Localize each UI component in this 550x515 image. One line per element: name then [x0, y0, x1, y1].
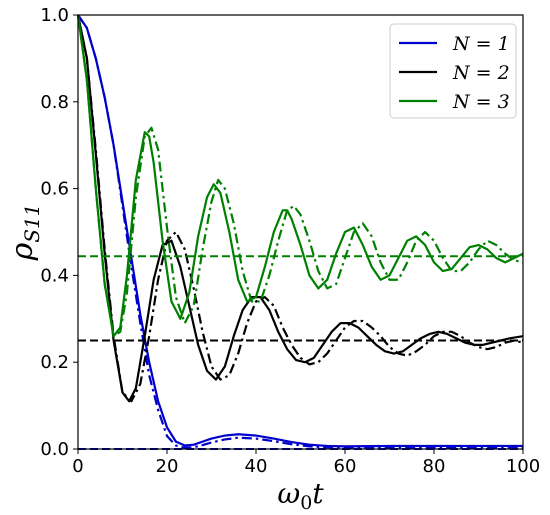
x-tick-label: 0 [72, 456, 83, 477]
x-tick-label: 60 [334, 456, 357, 477]
legend-label: N = 1 [452, 33, 510, 55]
y-tick-label: 0.6 [40, 179, 69, 200]
x-tick-label: 80 [423, 456, 446, 477]
plot-curves [76, 14, 524, 450]
y-axis-label-subscript: S11 [20, 204, 44, 243]
x-axis-label-symbol: ω [277, 477, 300, 510]
x-tick-label: 100 [506, 456, 540, 477]
series-line-n1-dashdot [77, 14, 523, 450]
x-axis-label: ω0t [277, 477, 324, 514]
legend-label: N = 3 [452, 91, 510, 113]
x-tick-label: 40 [245, 456, 268, 477]
legend: N = 1 N = 2 N = 3 [389, 23, 517, 119]
y-tick-label: 0.2 [40, 352, 69, 373]
y-tick-label: 1.0 [40, 5, 69, 26]
plot-frame [77, 14, 524, 450]
legend-box [389, 23, 517, 119]
y-axis-label: ρS11 [5, 204, 44, 262]
reference-lines [78, 255, 523, 450]
series-line-n3-solid [76, 14, 524, 338]
y-axis-label-symbol: ρ [5, 242, 40, 261]
x-axis-label-subscript: 0 [300, 492, 312, 514]
series-line-n2-solid [76, 14, 524, 403]
y-tick-label: 0.8 [40, 92, 69, 113]
x-axis-ticks: 0 20 40 60 80 100 [72, 449, 540, 477]
x-axis-label-suffix: t [312, 477, 324, 510]
y-tick-label: 0.4 [40, 265, 69, 286]
x-tick-label: 20 [156, 456, 179, 477]
legend-label: N = 2 [452, 62, 510, 84]
y-tick-label: 0.0 [40, 439, 69, 460]
y-axis-ticks: 0.0 0.2 0.4 0.6 0.8 1.0 [40, 5, 78, 460]
series-line-n2-dashdot [76, 14, 524, 403]
series-line-n3-dashdot [76, 14, 524, 338]
